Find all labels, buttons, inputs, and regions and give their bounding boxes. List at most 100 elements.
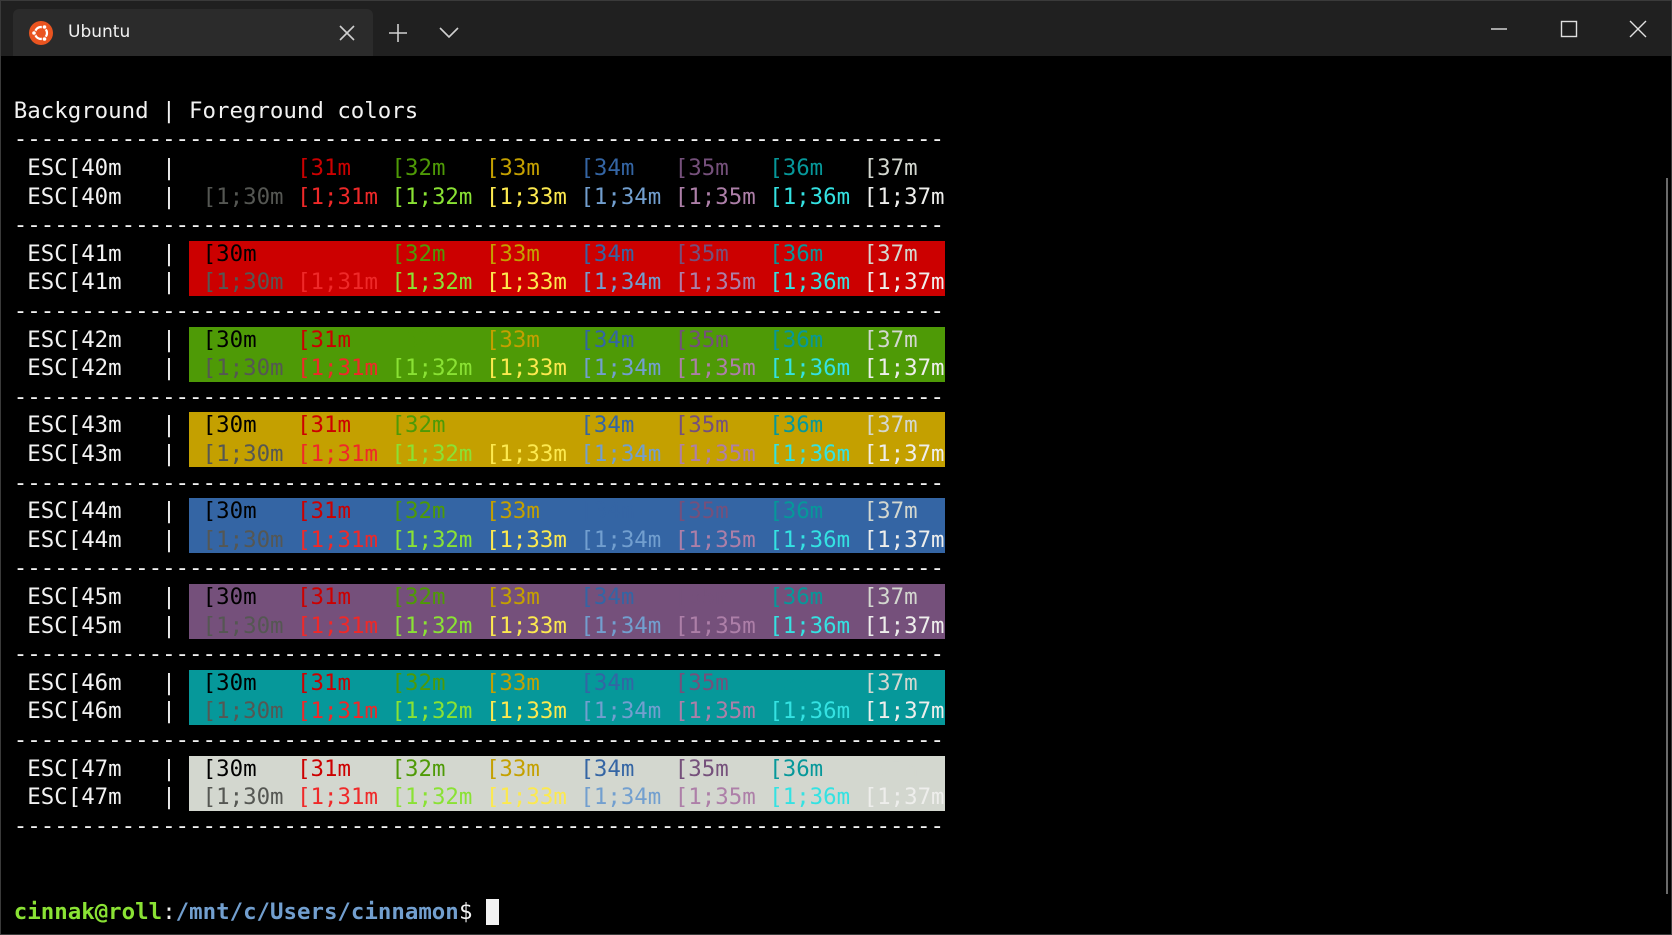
bold-color-code: [1;30m (202, 526, 284, 553)
color-code: [37m (863, 669, 918, 696)
row-divider: | (162, 269, 176, 296)
bold-color-code: [1;33m (485, 269, 567, 296)
separator: ----------------------------------------… (13, 555, 944, 582)
bold-color-code: [1;33m (485, 355, 567, 382)
separator: ----------------------------------------… (13, 641, 944, 668)
row-label: ESC[44m (27, 526, 122, 553)
separator: ----------------------------------------… (13, 126, 944, 153)
bold-color-code: [1;32m (391, 183, 473, 210)
color-code: [32m (391, 498, 446, 525)
background-swatch (189, 240, 945, 296)
color-code: [30m (202, 498, 257, 525)
bold-color-code: [1;33m (485, 526, 567, 553)
row-divider: | (162, 240, 176, 267)
bold-color-code: [1;30m (202, 784, 284, 811)
separator: ----------------------------------------… (13, 383, 944, 410)
bold-color-code: [1;32m (391, 698, 473, 725)
row-label: ESC[42m (27, 326, 122, 353)
separator: ----------------------------------------… (13, 212, 944, 239)
bold-color-code: [1;30m (202, 183, 284, 210)
background-swatch (189, 583, 945, 640)
bold-color-code: [1;30m (202, 440, 284, 467)
color-code: [31m (297, 154, 351, 181)
color-code: [37m (863, 154, 918, 181)
bold-color-code: [1;34m (580, 526, 662, 553)
bold-color-code: [1;31m (297, 440, 378, 467)
bold-color-code: [1;30m (202, 698, 284, 725)
bold-color-code: [1;31m (297, 183, 378, 210)
row-divider: | (162, 326, 176, 353)
bold-color-code: [1;34m (580, 269, 662, 296)
bold-color-code: [1;37m (863, 526, 945, 553)
bold-color-code: [1;37m (863, 269, 945, 296)
bold-color-code: [1;30m (202, 355, 284, 382)
maximize-button[interactable] (1559, 19, 1579, 39)
tab-close[interactable] (338, 24, 356, 42)
color-code: [33m (485, 583, 540, 610)
color-code: [35m (674, 669, 729, 696)
color-code: [36m (769, 240, 824, 267)
bold-color-code: [1;31m (297, 784, 378, 811)
close-button[interactable] (1628, 19, 1648, 39)
color-code: [36m (769, 154, 824, 181)
bold-color-code: [1;33m (485, 183, 567, 210)
bold-color-code: [1;34m (580, 698, 662, 725)
background-swatch (189, 498, 945, 554)
bold-color-code: [1;36m (769, 183, 851, 210)
row-label: ESC[43m (27, 440, 122, 467)
bold-color-code: [1;36m (769, 440, 851, 467)
color-code: [36m (769, 326, 824, 353)
bold-color-code: [1;37m (863, 784, 945, 811)
row-label: ESC[41m (27, 269, 122, 296)
ubuntu-icon (29, 21, 53, 45)
bold-color-code: [1;37m (863, 440, 945, 467)
color-code: [35m (674, 498, 729, 525)
color-code: [35m (674, 326, 729, 353)
color-code: [30m (202, 412, 257, 439)
color-code: [32m (391, 326, 446, 353)
color-code: [35m (674, 412, 729, 439)
bold-color-code: [1;35m (674, 440, 756, 467)
color-code: [34m (580, 669, 635, 696)
bold-color-code: [1;35m (674, 269, 756, 296)
color-code: [34m (580, 755, 635, 782)
bold-color-code: [1;31m (297, 526, 378, 553)
color-code: [31m (297, 240, 351, 267)
color-code: [32m (391, 154, 446, 181)
row-label: ESC[43m (27, 412, 122, 439)
tab[interactable]: Ubuntu (13, 9, 373, 56)
color-code: [33m (485, 326, 540, 353)
separator: ----------------------------------------… (13, 469, 944, 496)
row-label: ESC[44m (27, 498, 122, 525)
bold-color-code: [1;32m (391, 784, 473, 811)
row-divider: | (162, 698, 176, 725)
color-code: [35m (674, 583, 729, 610)
row-label: ESC[46m (27, 698, 122, 725)
color-code: [32m (391, 583, 446, 610)
bold-color-code: [1;30m (202, 269, 284, 296)
bold-color-code: [1;34m (580, 355, 662, 382)
bold-color-code: [1;31m (297, 355, 378, 382)
color-code: [35m (674, 154, 729, 181)
dropdown-button[interactable] (438, 25, 460, 39)
bold-color-code: [1;34m (580, 183, 662, 210)
row-label: ESC[47m (27, 784, 122, 811)
row-divider: | (162, 355, 176, 382)
scrollbar[interactable] (1666, 178, 1668, 894)
bold-color-code: [1;35m (674, 784, 756, 811)
bold-color-code: [1;32m (391, 440, 473, 467)
color-code: [34m (580, 326, 635, 353)
row-divider: | (162, 669, 176, 696)
minimize-button[interactable] (1489, 19, 1509, 39)
new-tab-button[interactable] (387, 22, 409, 44)
color-code: [30m (202, 154, 257, 181)
bold-color-code: [1;31m (297, 698, 378, 725)
color-code: [34m (580, 154, 635, 181)
bold-color-code: [1;35m (674, 355, 756, 382)
color-code: [37m (863, 755, 918, 782)
color-code: [36m (769, 755, 824, 782)
row-divider: | (162, 154, 176, 181)
color-code: [32m (391, 240, 446, 267)
